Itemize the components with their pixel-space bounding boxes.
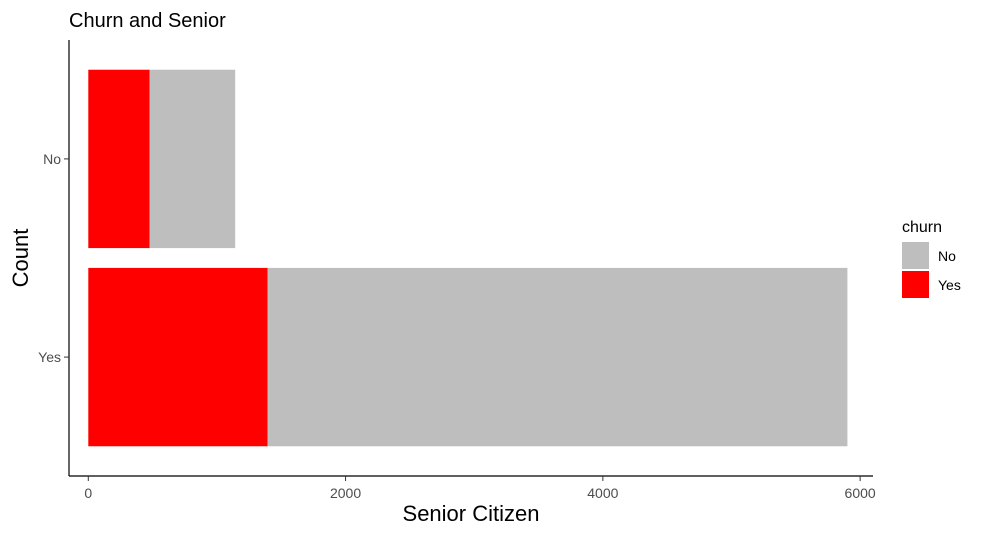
x-tick-label: 4000 (587, 485, 618, 501)
x-ticks-group: 0 2000 4000 6000 (84, 476, 876, 501)
y-tick-label: No (43, 151, 61, 167)
legend-title: churn (902, 219, 942, 236)
bars-group (88, 69, 848, 447)
bar-yes-churn-yes (88, 267, 268, 447)
bar-yes-churn-no (267, 267, 848, 447)
legend-swatch-no (902, 242, 929, 269)
legend-swatch-yes (902, 271, 929, 298)
chart-title: Churn and Senior (69, 10, 226, 32)
x-tick-label: 2000 (330, 485, 361, 501)
x-axis-title: Senior Citizen (403, 501, 540, 526)
x-tick-label: 0 (84, 485, 92, 501)
legend-label-yes: Yes (938, 277, 961, 293)
legend: churn No Yes (902, 219, 961, 298)
legend-label-no: No (938, 248, 956, 264)
bar-no-churn-yes (88, 69, 150, 249)
legend-items: No Yes (902, 242, 961, 298)
y-axis-title: Count (8, 229, 33, 288)
bar-no-churn-no (149, 69, 236, 249)
y-ticks-group: No Yes (38, 151, 69, 365)
y-tick-label: Yes (38, 349, 61, 365)
x-tick-label: 6000 (845, 485, 876, 501)
